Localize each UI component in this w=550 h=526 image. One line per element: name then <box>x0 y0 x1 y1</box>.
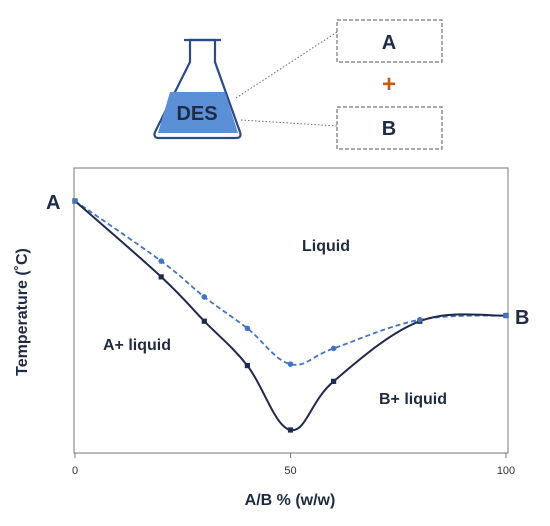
flask-icon <box>153 38 242 140</box>
dashed-series-point <box>158 258 164 264</box>
x-ticks: 0 50 100 <box>72 453 515 477</box>
region-label-liquid: Liquid <box>302 238 350 255</box>
solid-series-point <box>244 362 250 369</box>
solid-series-point <box>287 427 294 433</box>
y-axis-title: Temperature (˚C) <box>14 248 31 376</box>
solid-series-point <box>158 274 164 280</box>
connector-b <box>240 119 338 127</box>
x-tick-label: 0 <box>72 465 78 477</box>
component-b-box <box>336 106 443 150</box>
dashed-series-point <box>330 345 337 352</box>
component-b-label: B <box>382 118 396 140</box>
region-label-a-liquid: A+ liquid <box>103 337 171 354</box>
solid-series-point <box>331 378 337 384</box>
x-tick-label: 100 <box>497 465 515 477</box>
dashed-series-point <box>244 325 251 332</box>
dashed-series-point <box>287 361 294 367</box>
x-axis-title: A/B % (w/w) <box>245 492 336 509</box>
solid-series-point <box>201 318 207 324</box>
end-label-a: A <box>46 192 60 214</box>
plot-frame <box>73 167 509 454</box>
dashed-series-point <box>201 294 208 300</box>
component-a-label: A <box>382 32 396 54</box>
plus-sign: + <box>382 71 396 98</box>
connector-a <box>235 31 338 99</box>
region-label-b-liquid: B+ liquid <box>379 391 447 408</box>
dashed-series-point <box>417 316 423 323</box>
data-markers <box>72 198 509 433</box>
end-label-b: B <box>515 307 529 329</box>
component-a-box <box>336 19 443 63</box>
x-tick-label: 50 <box>284 465 296 477</box>
dashed-series-point <box>72 198 78 204</box>
flask-label: DES <box>176 103 217 125</box>
dashed-series-point <box>503 312 509 319</box>
